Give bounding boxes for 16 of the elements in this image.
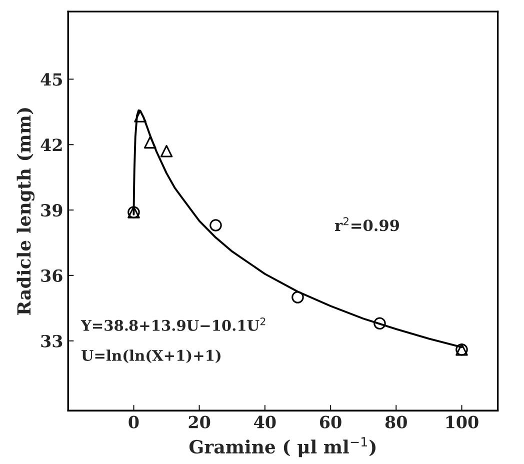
y-tick-label: 42	[40, 138, 62, 151]
y-tick-label: 45	[40, 73, 62, 86]
x-tick-label: 0	[128, 416, 139, 428]
x-axis-title: Gramine ( μl ml$^{−1}$)	[189, 437, 376, 458]
x-tick-label: 60	[320, 416, 342, 428]
x-tick-label: 80	[385, 416, 407, 428]
y-tick-label: 36	[41, 269, 62, 282]
annotation: Y=38.8+13.9U−10.1U$^{2}$	[80, 318, 266, 331]
y-axis-title: Radicle length (mm)	[16, 108, 35, 315]
x-tick-label: 40	[254, 416, 276, 428]
annotation: r$^{2}$=0.99	[334, 217, 399, 232]
x-tick-label: 100	[446, 416, 478, 428]
y-tick-label: 33	[41, 334, 62, 348]
y-tick-label: 39	[41, 204, 62, 217]
annotation: U=ln(ln(X+1)+1)	[82, 350, 220, 364]
x-tick-label: 20	[188, 416, 210, 428]
